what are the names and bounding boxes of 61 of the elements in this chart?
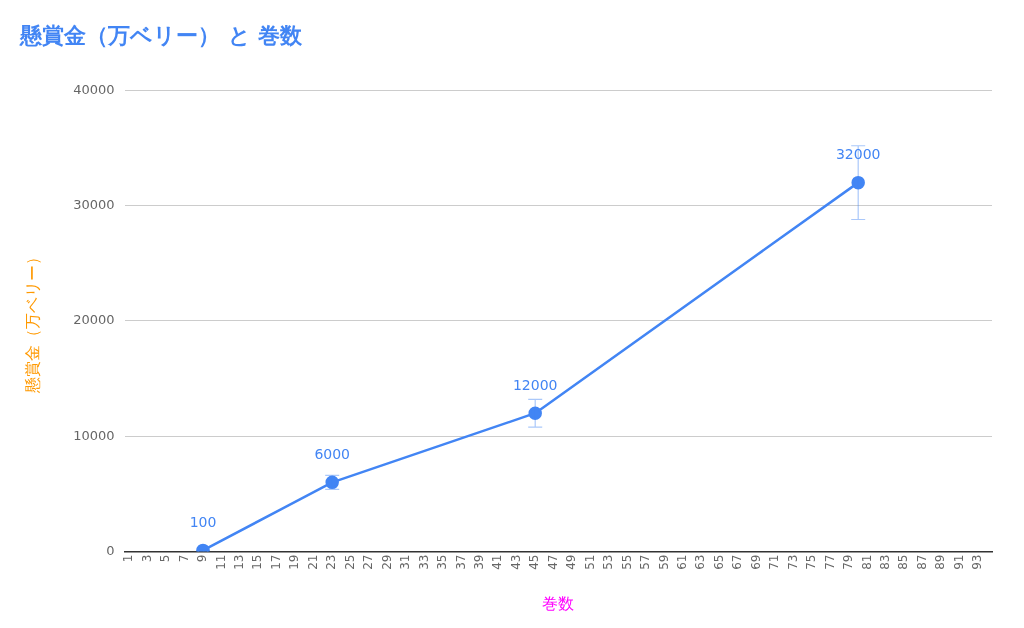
x-tick-label: 23 [324,554,339,570]
x-tick-label: 51 [582,554,597,570]
x-tick-label: 19 [287,554,302,570]
x-tick-label: 41 [490,554,505,570]
data-label: 32000 [835,146,881,163]
x-tick-label: 55 [619,554,634,570]
x-tick-label: 53 [601,554,616,570]
x-tick-label: 87 [914,554,929,570]
x-tick-label: 5 [158,554,173,563]
x-tick-label: 77 [822,554,837,570]
y-tick-label: 20000 [73,312,115,328]
x-tick-label: 85 [896,554,911,570]
x-tick-label: 1 [121,554,136,563]
x-tick-label: 9 [195,554,210,563]
x-tick-label: 81 [859,554,874,570]
x-axis-title: 巻数 [542,593,575,613]
x-tick-label: 25 [342,554,357,570]
y-tick-label: 10000 [73,427,115,443]
point [528,406,542,420]
x-tick-label: 17 [268,554,283,570]
x-tick-label: 31 [398,554,413,570]
x-tick-label: 15 [250,554,265,570]
x-tick-label: 45 [527,554,542,570]
x-tick-label: 47 [545,554,560,570]
y-tick-label: 0 [106,542,115,558]
chart-title: 懸賞金（万ベリー） と 巻数 [19,22,304,48]
x-tick-label: 69 [748,554,763,570]
x-tick-label: 89 [933,554,948,570]
data-label: 100 [189,514,217,531]
x-tick-label: 79 [841,554,856,570]
x-tick-label: 27 [361,554,376,570]
x-tick-label: 59 [656,554,671,570]
x-tick-label: 35 [435,554,450,570]
x-tick-label: 37 [453,554,468,570]
x-tick-label: 65 [711,554,726,570]
data-label: 6000 [314,446,351,462]
x-tick-label: 29 [379,554,394,570]
x-tick-label: 43 [508,554,523,570]
x-tick-label: 71 [767,554,782,570]
x-tick-label: 11 [213,554,228,570]
x-tick-label: 83 [878,554,892,570]
data-label: 12000 [512,376,558,393]
y-tick-label: 40000 [73,81,115,97]
x-tick-label: 49 [564,554,579,570]
x-tick-label: 75 [804,554,819,570]
point [851,175,865,190]
x-tick-label: 63 [693,554,708,570]
x-tick-label: 3 [139,554,154,563]
x-tick-label: 57 [638,554,653,570]
y-axis-title: 懸賞金（万ベリー） [22,248,42,394]
x-tick-label: 33 [416,554,431,570]
x-tick-label: 67 [730,554,745,570]
x-tick-label: 13 [232,554,247,570]
x-tick-label: 7 [176,554,191,563]
y-tick-label: 30000 [73,197,115,213]
x-tick-label: 93 [970,554,985,570]
x-tick-label: 73 [785,554,800,570]
x-tick-label: 39 [471,554,486,570]
x-tick-label: 91 [951,554,966,570]
x-tick-label: 61 [674,554,689,570]
x-tick-label: 21 [305,554,320,570]
